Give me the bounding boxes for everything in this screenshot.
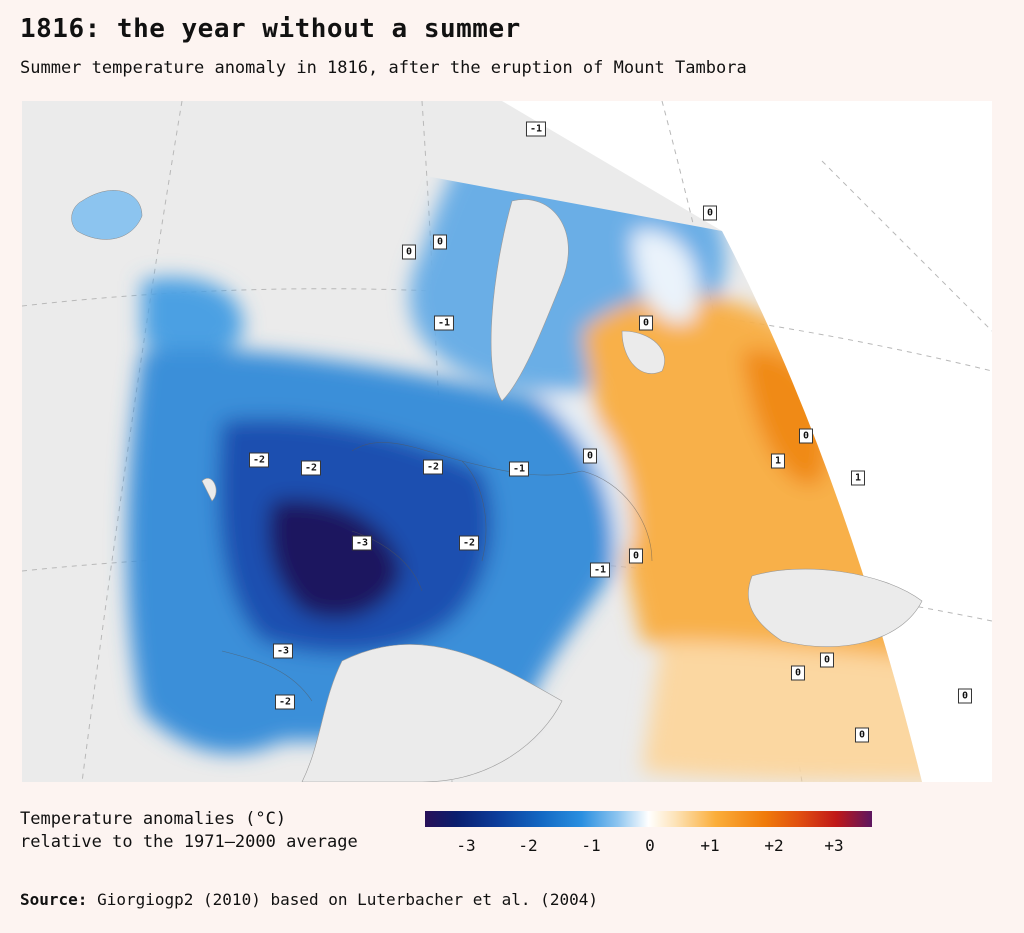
iceland: [71, 190, 143, 240]
value-label: 0: [432, 234, 448, 250]
legend-tick: +2: [764, 836, 784, 855]
value-label: -2: [422, 459, 444, 475]
value-label: 0: [790, 665, 806, 681]
chart-title: 1816: the year without a summer: [20, 14, 521, 44]
outside-area: [502, 101, 992, 782]
value-label: -3: [351, 535, 373, 551]
value-label: -1: [525, 121, 547, 137]
value-label: 0: [702, 205, 718, 221]
chart-subtitle: Summer temperature anomaly in 1816, afte…: [20, 58, 747, 78]
map-canvas: [22, 101, 992, 782]
value-label: -1: [589, 562, 611, 578]
value-label: 0: [819, 652, 835, 668]
legend-tick: -3: [456, 836, 476, 855]
value-label: 0: [798, 428, 814, 444]
legend-tick: -2: [518, 836, 538, 855]
value-label: 0: [582, 448, 598, 464]
value-label: 0: [854, 727, 870, 743]
value-label: 0: [638, 315, 654, 331]
legend-tick: +3: [824, 836, 844, 855]
source-note: Source: Giorgiogp2 (2010) based on Luter…: [20, 890, 598, 909]
value-label: 0: [401, 244, 417, 260]
value-label: -1: [508, 461, 530, 477]
value-label: -1: [433, 315, 455, 331]
europe-map: -1 0 0 0 -1 0 0 1 1 -2 -2 -2 -1 0 -3 -2 …: [22, 101, 992, 782]
legend-title: Temperature anomalies (°C) relative to t…: [20, 809, 358, 852]
value-label: 1: [770, 453, 786, 469]
value-label: 0: [957, 688, 973, 704]
seas: [201, 199, 923, 782]
value-label: -2: [458, 535, 480, 551]
legend-tick: 0: [645, 836, 655, 855]
color-scale: [425, 811, 872, 827]
value-label: -2: [300, 460, 322, 476]
value-label: -2: [248, 452, 270, 468]
value-label: 1: [850, 470, 866, 486]
value-label: -3: [272, 643, 294, 659]
value-label: 0: [628, 548, 644, 564]
legend-tick: -1: [581, 836, 601, 855]
value-label: -2: [274, 694, 296, 710]
legend-tick: +1: [700, 836, 720, 855]
